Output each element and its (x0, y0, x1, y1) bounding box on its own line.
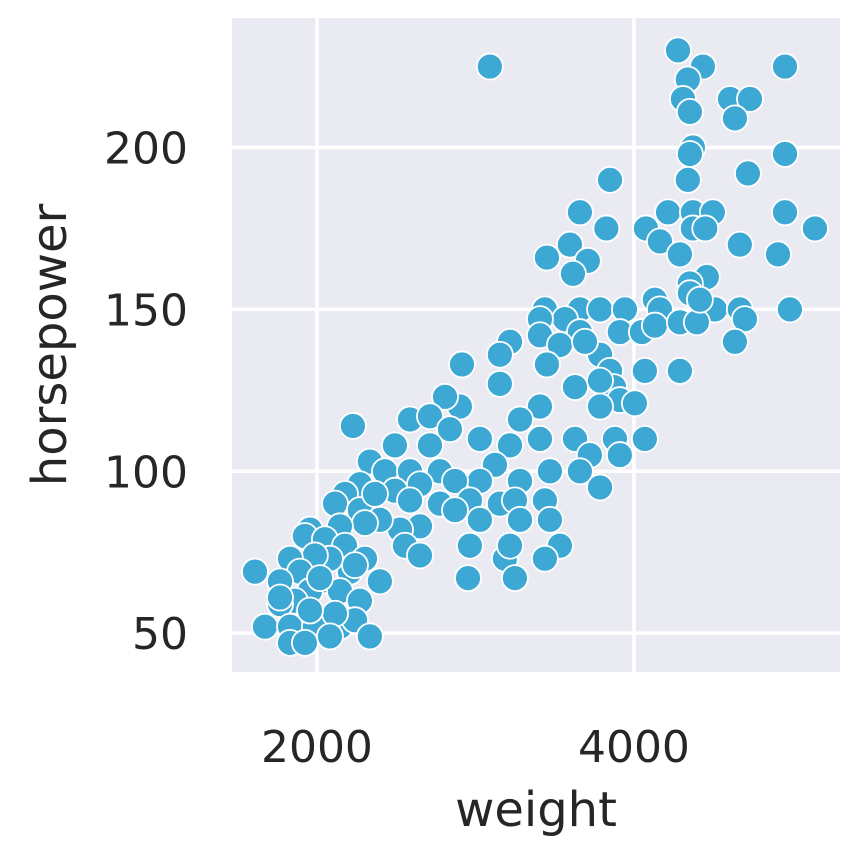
data-point (771, 52, 799, 81)
data-point (441, 467, 469, 495)
data-point (536, 505, 564, 534)
x-axis-label: weight (455, 782, 617, 838)
data-point (506, 405, 534, 434)
x-tick-label: 4000 (578, 722, 690, 773)
data-point (586, 392, 614, 421)
data-point (416, 431, 444, 460)
data-point (630, 424, 659, 453)
data-point (351, 509, 379, 537)
data-point (559, 259, 587, 288)
data-point (416, 402, 444, 431)
data-point (673, 165, 702, 194)
data-point (586, 366, 614, 395)
data-point (339, 412, 367, 440)
y-tick-label: 50 (132, 609, 188, 660)
data-point (666, 240, 694, 269)
data-point (355, 622, 384, 651)
data-point (465, 505, 494, 534)
data-point (316, 622, 344, 651)
data-point (734, 159, 762, 188)
y-axis-label: horsepower (22, 204, 78, 487)
x-tick-label: 2000 (261, 722, 373, 773)
x-tick-labels: 2000 4000 (261, 722, 690, 773)
data-point (431, 382, 459, 411)
data-point (365, 567, 394, 596)
data-point (296, 596, 324, 625)
data-points (241, 36, 829, 657)
data-point (630, 357, 659, 385)
data-point (241, 557, 269, 586)
data-point (586, 295, 614, 324)
data-point (592, 214, 621, 243)
data-point (621, 389, 649, 418)
data-point (475, 52, 504, 81)
data-point (605, 441, 634, 469)
data-point (571, 327, 599, 356)
data-point (566, 457, 594, 486)
data-point (771, 140, 799, 168)
data-point (533, 243, 561, 272)
data-point (721, 104, 749, 133)
data-point (640, 311, 669, 340)
data-point (396, 486, 424, 515)
data-point (448, 350, 476, 379)
data-point (485, 340, 514, 369)
y-tick-label: 200 (104, 124, 188, 175)
data-point (586, 473, 614, 502)
data-point (436, 415, 464, 444)
data-point (251, 612, 279, 641)
data-point (533, 350, 561, 379)
data-point (321, 489, 349, 518)
data-point (306, 564, 334, 593)
y-tick-label: 150 (104, 285, 188, 336)
data-point (611, 295, 639, 324)
data-point (691, 214, 720, 243)
data-point (676, 140, 704, 168)
data-point (485, 369, 514, 398)
data-point (556, 230, 584, 259)
data-point (496, 531, 524, 560)
data-point (776, 295, 804, 324)
y-tick-label: 100 (104, 447, 188, 498)
data-point (736, 85, 764, 113)
data-point (536, 457, 564, 486)
data-point (465, 424, 494, 453)
data-point (801, 214, 829, 243)
data-point (291, 628, 319, 657)
data-point (506, 505, 534, 534)
data-point (496, 431, 524, 460)
data-point (764, 240, 792, 269)
data-point (530, 544, 559, 573)
data-point (501, 564, 529, 593)
data-point (321, 599, 349, 628)
data-point (664, 36, 692, 65)
data-point (406, 541, 434, 570)
data-point (771, 198, 799, 227)
y-tick-labels: 50 100 150 200 (104, 124, 188, 661)
data-point (676, 97, 704, 126)
data-point (721, 327, 749, 356)
data-point (454, 564, 482, 593)
data-point (566, 198, 594, 227)
data-point (561, 373, 589, 401)
data-point (596, 165, 624, 194)
data-point (526, 424, 554, 453)
data-point (646, 227, 674, 256)
data-point (341, 551, 369, 580)
data-point (361, 480, 389, 508)
data-point (381, 431, 409, 460)
data-point (441, 496, 469, 525)
data-point (266, 583, 294, 612)
data-point (685, 285, 714, 314)
data-point (526, 392, 554, 421)
data-point (666, 357, 694, 385)
data-point (725, 230, 754, 259)
data-point (654, 198, 682, 227)
data-point (456, 531, 484, 560)
